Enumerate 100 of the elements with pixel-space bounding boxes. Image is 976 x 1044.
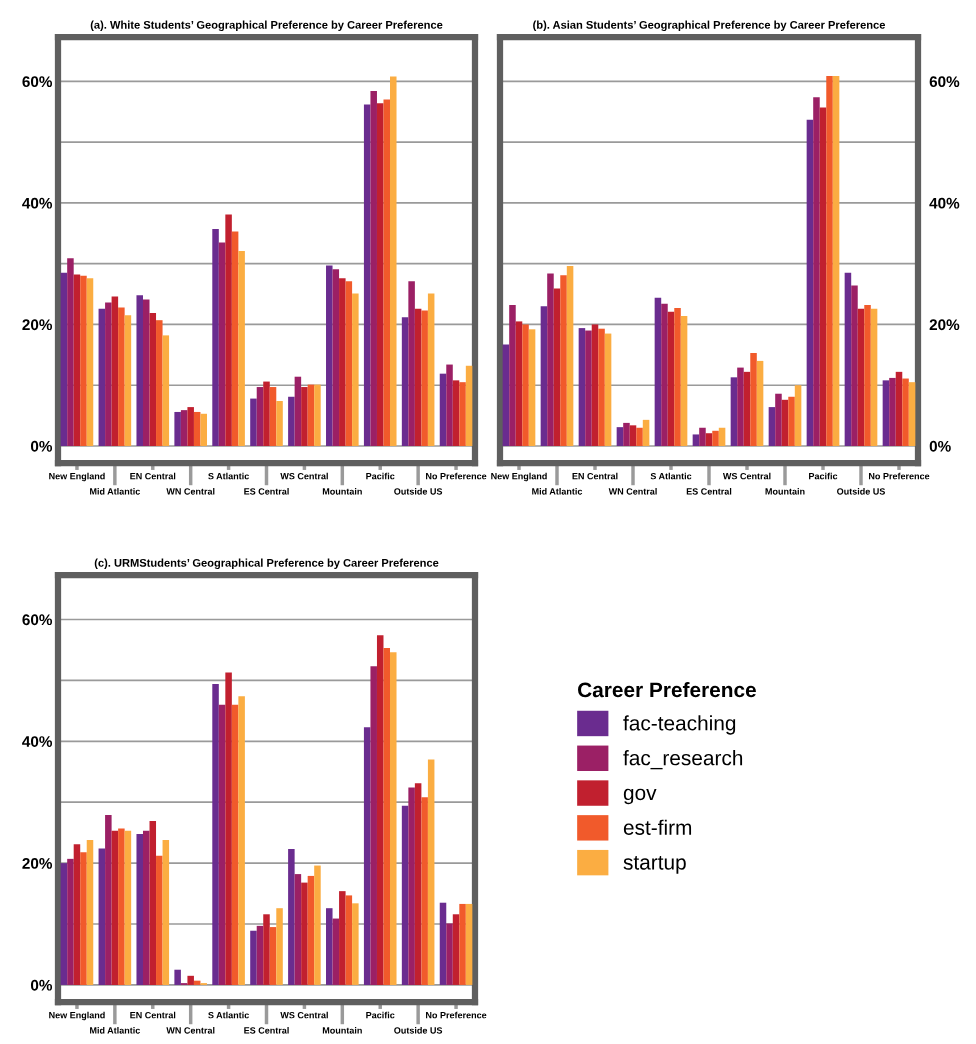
bar [560,275,567,446]
bar [288,396,295,446]
bar [794,385,802,446]
bar [156,320,163,446]
bar [870,308,878,446]
bar [105,815,112,985]
bar [806,119,814,446]
bar [250,930,257,985]
bar [459,382,466,446]
bar [73,844,81,985]
bar [332,918,340,985]
bar [680,315,688,446]
bar [654,297,662,446]
bar [370,91,377,446]
bar [730,377,738,446]
x-tick-label: Mountain [322,488,362,495]
bar [629,425,637,446]
x-tick-label: Outside US [837,488,885,495]
bar [902,378,909,446]
chart-title: (b). Asian Students’ Geographical Preference by Career Preference [533,20,886,32]
bar [699,427,706,446]
bar [193,411,201,446]
bar [743,371,751,446]
bar [414,783,422,985]
x-tick-label: WN Central [166,488,215,495]
bar [352,293,359,446]
y-tick-label: 20% [929,319,960,331]
bar [136,295,143,446]
bar [314,384,321,446]
legend-label: est-firm [623,819,692,835]
bar [218,242,226,446]
bar [718,427,726,446]
bar [225,672,232,985]
bar [345,281,353,446]
bar [408,787,415,985]
bar [174,411,181,446]
bar [67,258,74,446]
bar [162,839,170,985]
bar [908,382,916,446]
bar [339,891,346,985]
bar [124,315,132,446]
x-tick-label: Outside US [394,488,443,495]
x-tick-label: WS Central [722,472,771,480]
bar [326,908,333,985]
bar [269,387,277,446]
bar [895,371,903,446]
bar [276,401,283,446]
bar [118,828,125,985]
bar [439,902,447,985]
bar [180,410,188,446]
y-tick-label: 60% [22,76,53,88]
x-tick-label: No Preference [426,1011,487,1019]
bar [294,874,302,985]
bar [819,107,827,446]
bar [578,328,586,446]
chart-title: (a). White Students’ Geographical Preference by Career Preference [90,20,443,32]
legend-label: fac_research [623,750,743,770]
x-tick-label: New England [49,472,105,482]
bar [826,75,833,446]
bar [105,302,112,446]
bar [231,704,239,985]
x-tick-label: Mountain [322,1027,362,1034]
bar [616,427,624,446]
bar [269,927,277,985]
x-tick-label: Mid Atlantic [90,1027,141,1034]
x-tick-label: New England [49,1011,105,1021]
bar [111,830,119,985]
bar [294,376,302,446]
x-tick-label: Mountain [765,488,805,495]
bar [851,285,858,446]
bar [427,293,435,446]
bar [674,308,681,446]
bar [111,296,119,446]
bar [781,399,789,446]
bar [756,360,764,446]
bar [212,684,219,985]
x-tick-label: Pacific [809,472,838,480]
bar [136,833,143,985]
y-tick-label: 60% [22,614,53,626]
bar [515,321,523,446]
x-tick-label: ES Central [244,488,289,495]
bar [844,272,852,446]
bar [238,250,245,446]
bar [73,274,81,446]
bar [661,303,668,446]
bar [383,648,391,985]
x-tick-label: Pacific [366,472,395,480]
bar [301,387,308,446]
bar [642,419,650,446]
bar [238,696,245,985]
bar [339,278,346,446]
x-tick-label: WN Central [608,488,657,495]
bar [118,307,125,446]
bar [218,704,226,985]
bar [889,377,896,446]
bar [187,407,194,446]
bar [401,805,409,985]
bar [591,324,599,446]
bar [225,214,232,446]
bar [427,759,435,985]
